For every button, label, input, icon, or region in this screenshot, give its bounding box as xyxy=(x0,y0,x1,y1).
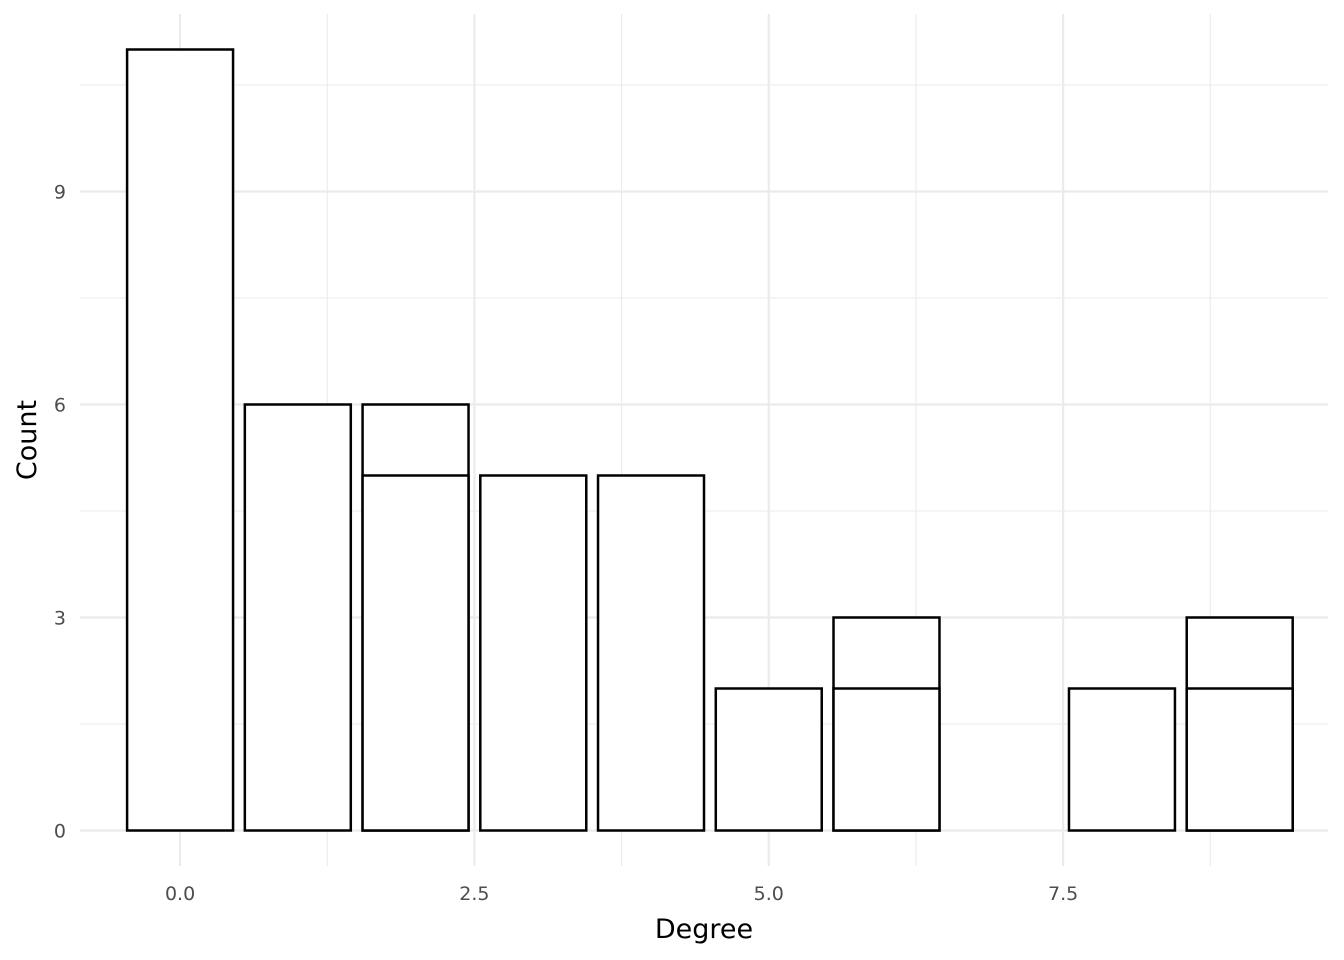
x-tick-label: 0.0 xyxy=(165,883,195,905)
bar xyxy=(243,403,353,832)
x-tick-label: 5.0 xyxy=(754,883,784,905)
y-tick-label: 6 xyxy=(54,395,66,417)
bar xyxy=(714,687,823,832)
bar xyxy=(832,687,941,832)
y-tick-label: 9 xyxy=(54,182,66,204)
x-axis-ticks: 0.0 2.5 5.0 7.5 xyxy=(165,883,1078,905)
y-axis-ticks: 0 3 6 9 xyxy=(54,182,66,843)
x-tick-label: 7.5 xyxy=(1048,883,1078,905)
bars xyxy=(125,48,1294,832)
x-axis-title: Degree xyxy=(655,914,753,945)
y-axis-title: Count xyxy=(12,400,43,480)
bar xyxy=(479,474,588,832)
y-tick-label: 0 xyxy=(54,821,66,843)
bar xyxy=(361,474,470,832)
x-tick-label: 2.5 xyxy=(459,883,489,905)
bar xyxy=(1185,687,1294,832)
bar xyxy=(125,48,235,832)
bar xyxy=(596,474,706,832)
y-tick-label: 3 xyxy=(54,608,66,630)
bar xyxy=(1067,687,1177,832)
